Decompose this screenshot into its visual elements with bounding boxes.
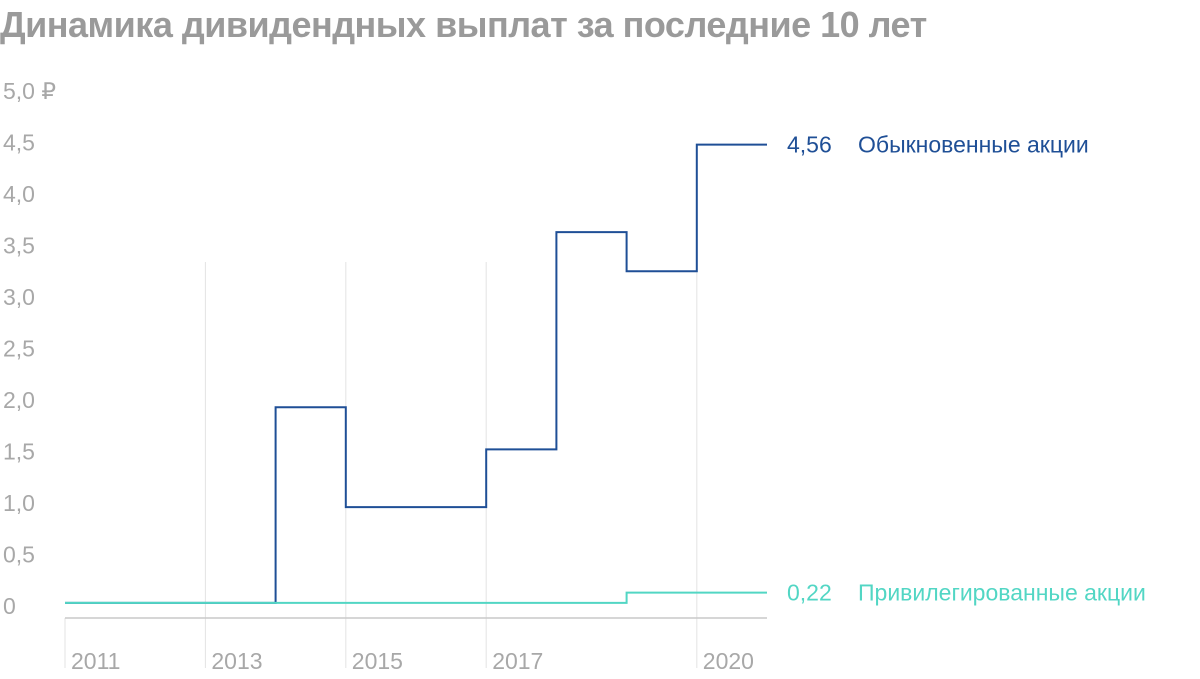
y-tick-label: 4,0 [3,181,35,207]
series-name-label: Привилегированные акции [858,580,1146,606]
y-tick-label: 1,0 [3,490,35,516]
x-tick-label: 2011 [71,648,120,674]
y-tick-label: 4,5 [3,130,35,156]
x-tick-label: 2017 [492,648,543,674]
y-tick-label: 3,5 [3,233,35,259]
y-tick-label: 3,0 [3,284,35,310]
series-name-label: Обыкновенные акции [858,132,1089,158]
y-tick-label: 2,0 [3,387,35,413]
series-line [65,591,767,604]
y-tick-label: 0,5 [3,542,35,568]
chart-title: Динамика дивидендных выплат за последние… [0,4,927,45]
series-line [65,143,767,604]
y-tick-label: 0 [3,593,16,619]
x-tick-label: 2020 [703,648,754,674]
series-end-value: 0,22 [787,580,832,606]
y-tick-label: 5,0 ₽ [3,78,56,104]
x-tick-label: 2015 [352,648,403,674]
y-tick-label: 1,5 [3,439,35,465]
x-tick-label: 2013 [211,648,262,674]
series-end-value: 4,56 [787,132,832,158]
y-tick-label: 2,5 [3,336,35,362]
